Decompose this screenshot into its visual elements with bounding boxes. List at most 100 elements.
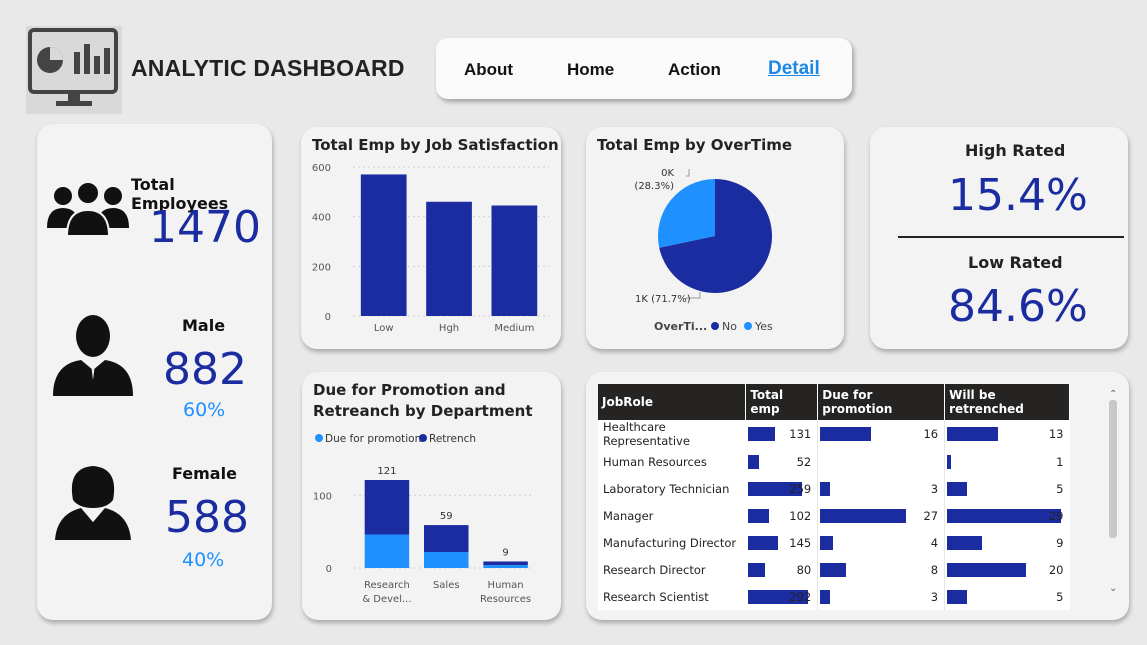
y-tick-label: 0 <box>326 564 332 575</box>
app-title: ANALYTIC DASHBOARD <box>131 55 405 81</box>
female-label: Female <box>172 464 237 483</box>
x-tick-label: Hgh <box>439 323 459 334</box>
cell-value: 13 <box>1048 427 1064 441</box>
leader-line-yes <box>686 169 690 177</box>
pie-slice-yes[interactable] <box>658 179 715 248</box>
cell-value: 29 <box>1048 509 1064 523</box>
data-bar <box>947 563 1026 577</box>
column-header-due-promotion[interactable]: Due for promotion <box>817 384 946 420</box>
data-bar <box>947 455 952 469</box>
x-tick-label: Resources <box>480 594 531 605</box>
table-row[interactable]: Healthcare Representative 131 16 13 <box>598 420 1070 448</box>
column-header-retrenched[interactable]: Will be retrenched <box>944 384 1070 420</box>
cell-jobrole: Manager <box>598 502 747 529</box>
nav-detail[interactable]: Detail <box>768 58 820 79</box>
scroll-up-icon[interactable]: ⌃ <box>1109 389 1118 400</box>
legend-marker-no <box>711 322 719 330</box>
cell-jobrole: Human Resources <box>598 448 747 475</box>
cell-value: 102 <box>789 509 812 523</box>
cell-jobrole: Research Director <box>598 556 747 583</box>
cell-jobrole: Healthcare Representative <box>598 420 747 448</box>
data-bar <box>947 536 983 550</box>
data-bar <box>820 536 833 550</box>
data-bar <box>820 590 830 604</box>
data-bar <box>820 509 907 523</box>
legend-label-promotion[interactable]: Due for promotion <box>325 433 421 445</box>
cell-value: 3 <box>930 482 939 496</box>
low-rated-label: Low Rated <box>968 253 1063 272</box>
pie-label-yes-top: 0K <box>661 168 674 179</box>
cell-value: 52 <box>796 455 812 469</box>
leader-line-no <box>686 292 701 299</box>
bar[interactable] <box>360 174 407 316</box>
table-scrollbar[interactable] <box>1109 400 1117 538</box>
legend-marker-retrench <box>419 434 427 442</box>
data-bar <box>947 482 967 496</box>
cell-jobrole: Manufacturing Director <box>598 529 747 556</box>
bar-promotion[interactable] <box>364 534 410 568</box>
cell-total-emp: 259 <box>745 475 818 502</box>
high-rated-label: High Rated <box>965 141 1066 160</box>
pie-slice-no[interactable] <box>659 179 772 293</box>
cell-value: 16 <box>923 427 939 441</box>
cell-due-promotion: 27 <box>817 502 945 529</box>
promotion-retrench-chart: Due for promotion Retrench 0 100 121 Research… <box>313 433 532 605</box>
pie-label-yes-bottom: (28.3%) <box>634 181 674 192</box>
legend-marker-promotion <box>315 434 323 442</box>
table-row[interactable]: Human Resources 52 1 <box>598 448 1070 475</box>
cell-value: 145 <box>789 536 812 550</box>
bar[interactable] <box>426 201 472 316</box>
table-row[interactable]: Manager 102 27 29 <box>598 502 1070 529</box>
table-row[interactable]: Laboratory Technician 259 3 5 <box>598 475 1070 502</box>
table-row[interactable]: Research Scientist 292 3 5 <box>598 583 1070 610</box>
group-users-icon <box>47 181 129 236</box>
promotion-retrench-title-line2: Retreanch by Department <box>313 402 533 420</box>
total-data-label: 59 <box>440 511 453 522</box>
data-bar <box>820 482 830 496</box>
cell-value: 131 <box>789 427 812 441</box>
column-header-jobrole[interactable]: JobRole <box>598 384 747 420</box>
cell-value: 5 <box>1056 482 1064 496</box>
job-satisfaction-chart: 0 200 400 600 Low Hgh Medium <box>312 163 549 334</box>
analytics-monitor-icon <box>28 28 118 106</box>
bar-promotion[interactable] <box>483 565 528 568</box>
data-bar <box>947 509 1062 523</box>
y-tick-label: 200 <box>312 262 331 273</box>
legend-label-yes[interactable]: Yes <box>754 320 773 333</box>
bar-retrench[interactable] <box>483 561 528 566</box>
y-tick-label: 100 <box>313 491 332 502</box>
x-tick-label: Medium <box>494 323 534 334</box>
x-tick-label: Human <box>488 580 524 591</box>
cell-value: 5 <box>1056 590 1064 604</box>
nav-about[interactable]: About <box>464 60 514 79</box>
scroll-down-icon[interactable]: ⌄ <box>1109 583 1118 594</box>
female-percent: 40% <box>182 549 225 571</box>
bar-promotion[interactable] <box>424 552 469 568</box>
cell-retrenched: 5 <box>944 475 1070 502</box>
column-header-total-emp[interactable]: Total emp <box>745 384 819 420</box>
low-rated-value: 84.6% <box>948 281 1088 332</box>
legend-label-no[interactable]: No <box>722 320 737 333</box>
bar-retrench[interactable] <box>424 525 469 552</box>
pie-label-no: 1K (71.7%) <box>635 294 691 305</box>
data-bar <box>748 509 770 523</box>
employee-summary-card: Total Employees 1470 Male 882 60% Female… <box>37 124 272 620</box>
table-header-row: JobRole Total emp Due for promotion Will… <box>598 384 1070 420</box>
nav-home[interactable]: Home <box>567 60 615 79</box>
total-data-label: 9 <box>502 547 508 558</box>
legend-label-retrench[interactable]: Retrench <box>429 433 476 445</box>
cell-due-promotion: 3 <box>817 583 945 610</box>
x-tick-label: Low <box>374 323 394 334</box>
cell-total-emp: 292 <box>745 583 818 610</box>
bar-retrench[interactable] <box>364 480 410 535</box>
female-value: 588 <box>165 492 249 543</box>
navigation-bar: About Home Action Detail <box>436 38 852 99</box>
table-row[interactable]: Research Director 80 8 20 <box>598 556 1070 583</box>
data-bar <box>947 427 999 441</box>
table-row[interactable]: Manufacturing Director 145 4 9 <box>598 529 1070 556</box>
bar[interactable] <box>491 205 538 316</box>
nav-action[interactable]: Action <box>668 60 721 79</box>
overtime-pie-chart: 0K (28.3%) 1K (71.7%) OverTi... No Yes <box>634 168 773 333</box>
cell-total-emp: 145 <box>745 529 818 556</box>
promotion-retrench-title: Due for Promotion and Retreanch by Depar… <box>313 380 533 422</box>
